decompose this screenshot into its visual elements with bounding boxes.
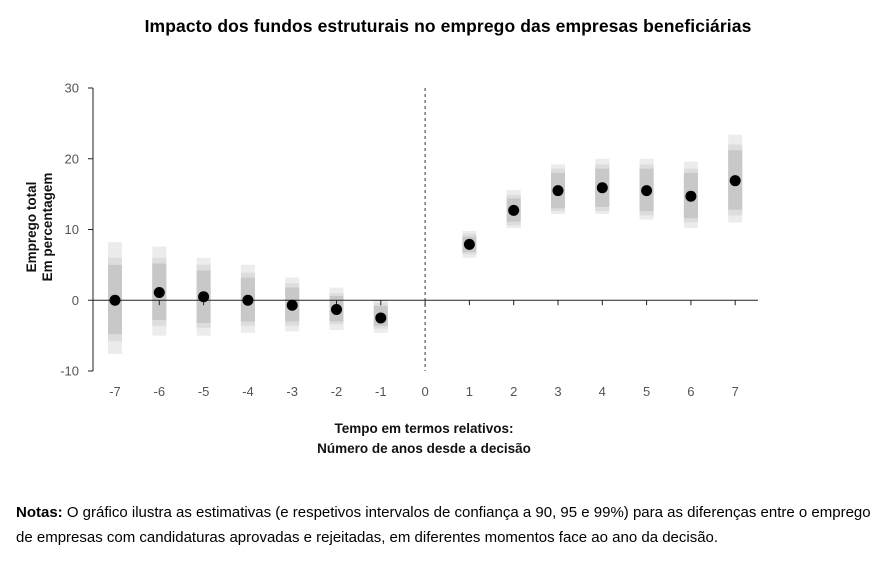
notes-label: Notas: — [16, 504, 63, 521]
x-tick-label: -7 — [109, 384, 121, 399]
point-estimate — [508, 204, 520, 216]
x-tick-label: -2 — [331, 384, 343, 399]
point-estimates — [109, 175, 741, 324]
point-estimate — [729, 175, 741, 187]
x-tick-label: 1 — [466, 384, 473, 399]
x-tick-label: -1 — [375, 384, 387, 399]
x-tick-label: -5 — [198, 384, 210, 399]
point-estimate — [331, 303, 342, 315]
point-estimate — [463, 238, 475, 250]
x-tick-label: -4 — [242, 384, 254, 399]
y-axis-title-line1: Emprego total — [24, 182, 39, 273]
point-estimate — [685, 190, 697, 202]
point-estimate — [198, 291, 210, 303]
x-tick-label: 6 — [687, 384, 694, 399]
point-estimate — [286, 299, 298, 311]
point-estimate — [596, 182, 608, 194]
x-tick-label: -3 — [286, 384, 298, 399]
chart-title: Impacto dos fundos estruturais no empreg… — [144, 16, 752, 36]
axes — [92, 88, 758, 371]
point-estimate — [109, 294, 121, 306]
y-tick-label: 30 — [65, 81, 79, 96]
point-estimate — [552, 185, 564, 197]
point-estimate — [641, 185, 653, 197]
y-ticks: -10 0 10 20 30 — [60, 81, 93, 379]
y-tick-label: -10 — [60, 364, 79, 379]
x-tick-label: 0 — [421, 384, 428, 399]
x-axis-title-line2: Número de anos desde a decisão — [317, 441, 531, 456]
x-tick-label: 7 — [732, 384, 739, 399]
notes-text: O gráfico ilustra as estimativas (e resp… — [16, 504, 871, 546]
x-tick-label: 2 — [510, 384, 517, 399]
y-tick-label: 10 — [65, 222, 79, 237]
y-tick-label: 0 — [72, 293, 79, 308]
x-tick-label: -6 — [154, 384, 166, 399]
point-estimate — [242, 294, 254, 306]
x-tick-label: 4 — [599, 384, 606, 399]
point-estimate — [375, 312, 387, 324]
x-ticks: -7 -6 -5 -4 -3 -2 -1 0 1 2 3 4 5 6 7 — [109, 300, 739, 399]
point-estimate — [153, 286, 165, 298]
x-tick-label: 3 — [554, 384, 561, 399]
y-axis-title-line2: Em percentagem — [40, 173, 55, 282]
chart-notes: Notas: O gráfico ilustra as estimativas … — [16, 500, 882, 550]
y-tick-label: 20 — [65, 151, 79, 166]
x-axis-title-line1: Tempo em termos relativos: — [334, 421, 513, 436]
x-tick-label: 5 — [643, 384, 650, 399]
